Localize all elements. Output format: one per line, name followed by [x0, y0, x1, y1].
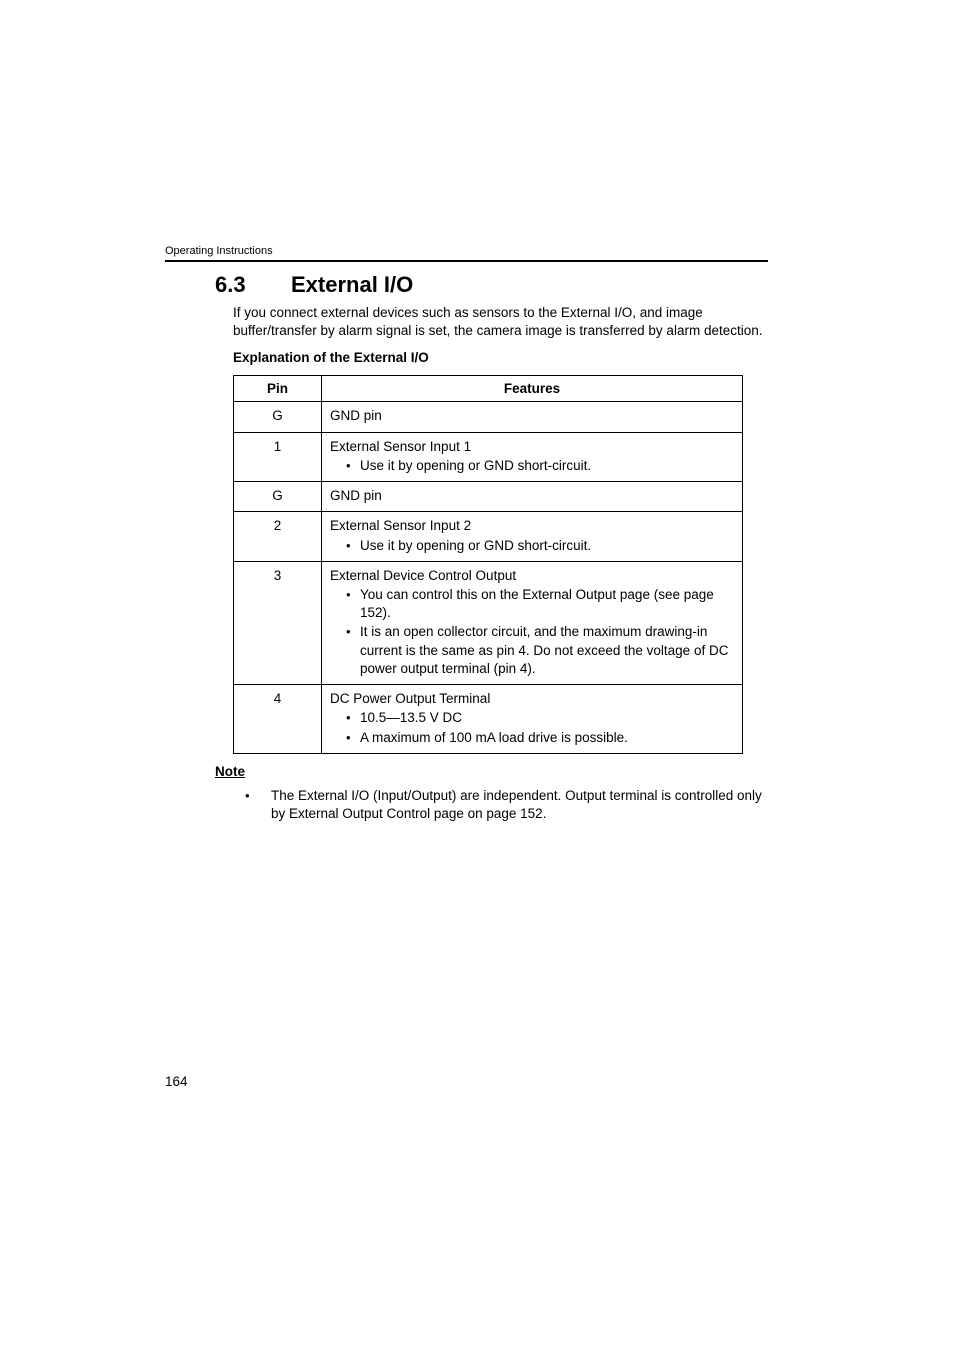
table-header-features: Features	[322, 376, 743, 402]
feature-bullet: A maximum of 100 mA load drive is possib…	[346, 729, 734, 747]
running-header: Operating Instructions	[165, 245, 768, 257]
section-intro: If you connect external devices such as …	[233, 304, 768, 340]
features-cell: External Sensor Input 1 Use it by openin…	[322, 432, 743, 481]
table-header-row: Pin Features	[234, 376, 743, 402]
section-heading: 6.3External I/O	[215, 272, 768, 298]
features-cell: External Sensor Input 2 Use it by openin…	[322, 512, 743, 561]
section-number: 6.3	[215, 272, 291, 298]
feature-bullet: You can control this on the External Out…	[346, 586, 734, 622]
section-title-text: External I/O	[291, 272, 413, 297]
table-row: 1 External Sensor Input 1 Use it by open…	[234, 432, 743, 481]
note-item: The External I/O (Input/Output) are inde…	[245, 787, 768, 823]
table-row: 3 External Device Control Output You can…	[234, 561, 743, 684]
feature-bullets: Use it by opening or GND short-circuit.	[330, 457, 734, 475]
features-cell: DC Power Output Terminal 10.5—13.5 V DC …	[322, 685, 743, 754]
table-row: 2 External Sensor Input 2 Use it by open…	[234, 512, 743, 561]
pin-cell: 4	[234, 685, 322, 754]
table-caption: Explanation of the External I/O	[233, 350, 768, 365]
pin-cell: 1	[234, 432, 322, 481]
header-rule	[165, 260, 768, 262]
feature-bullets: You can control this on the External Out…	[330, 586, 734, 678]
feature-title: GND pin	[330, 487, 734, 505]
feature-bullet: 10.5—13.5 V DC	[346, 709, 734, 727]
document-page: Operating Instructions 6.3External I/O I…	[0, 0, 954, 823]
table-row: G GND pin	[234, 482, 743, 512]
feature-bullets: 10.5—13.5 V DC A maximum of 100 mA load …	[330, 709, 734, 746]
feature-title: External Device Control Output	[330, 567, 734, 585]
page-number: 164	[165, 1074, 188, 1089]
table-header-pin: Pin	[234, 376, 322, 402]
pin-cell: G	[234, 402, 322, 432]
pin-cell: 2	[234, 512, 322, 561]
feature-title: External Sensor Input 2	[330, 517, 734, 535]
pin-cell: 3	[234, 561, 322, 684]
note-list: The External I/O (Input/Output) are inde…	[245, 787, 768, 823]
feature-bullets: Use it by opening or GND short-circuit.	[330, 537, 734, 555]
features-cell: GND pin	[322, 402, 743, 432]
feature-title: DC Power Output Terminal	[330, 690, 734, 708]
feature-title: GND pin	[330, 407, 734, 425]
table-row: G GND pin	[234, 402, 743, 432]
table-row: 4 DC Power Output Terminal 10.5—13.5 V D…	[234, 685, 743, 754]
pin-cell: G	[234, 482, 322, 512]
features-cell: External Device Control Output You can c…	[322, 561, 743, 684]
feature-bullet: Use it by opening or GND short-circuit.	[346, 537, 734, 555]
feature-bullet: Use it by opening or GND short-circuit.	[346, 457, 734, 475]
note-heading: Note	[215, 764, 768, 779]
feature-bullet: It is an open collector circuit, and the…	[346, 623, 734, 678]
pin-features-table: Pin Features G GND pin 1 External Sensor…	[233, 375, 743, 753]
features-cell: GND pin	[322, 482, 743, 512]
feature-title: External Sensor Input 1	[330, 438, 734, 456]
